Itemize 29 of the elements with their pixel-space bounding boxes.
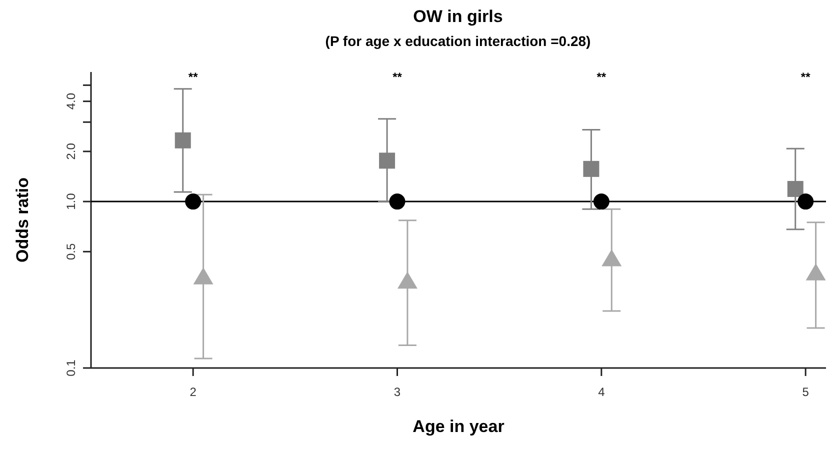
annotation: **	[188, 70, 198, 84]
y-tick-label: 2.0	[64, 142, 78, 160]
point	[798, 194, 814, 210]
point	[389, 194, 406, 210]
point	[185, 194, 202, 210]
annotation: **	[392, 70, 402, 84]
x-axis-title: Age in year	[412, 417, 505, 436]
y-tick-label: 0.5	[64, 242, 78, 260]
y-tick-label: 0.1	[64, 359, 78, 376]
x-tick-label: 3	[394, 385, 401, 399]
point	[379, 152, 396, 169]
point	[602, 249, 622, 266]
annotation: **	[596, 70, 606, 84]
point	[583, 160, 600, 177]
point	[397, 272, 418, 289]
y-tick-label: 1.0	[64, 192, 78, 210]
point	[787, 180, 804, 197]
point	[593, 194, 610, 210]
y-tick-label: 4.0	[64, 92, 78, 110]
chart-subtitle: (P for age x education interaction =0.28)	[325, 33, 591, 49]
annotation: **	[800, 70, 811, 84]
y-axis-title: Odds ratio	[13, 177, 32, 263]
x-tick-label: 5	[802, 385, 810, 399]
chart-title: OW in girls	[413, 7, 503, 26]
point	[193, 267, 214, 284]
x-tick-label: 4	[598, 385, 606, 399]
x-tick-label: 2	[190, 385, 197, 399]
point	[806, 263, 826, 280]
point	[174, 132, 191, 148]
